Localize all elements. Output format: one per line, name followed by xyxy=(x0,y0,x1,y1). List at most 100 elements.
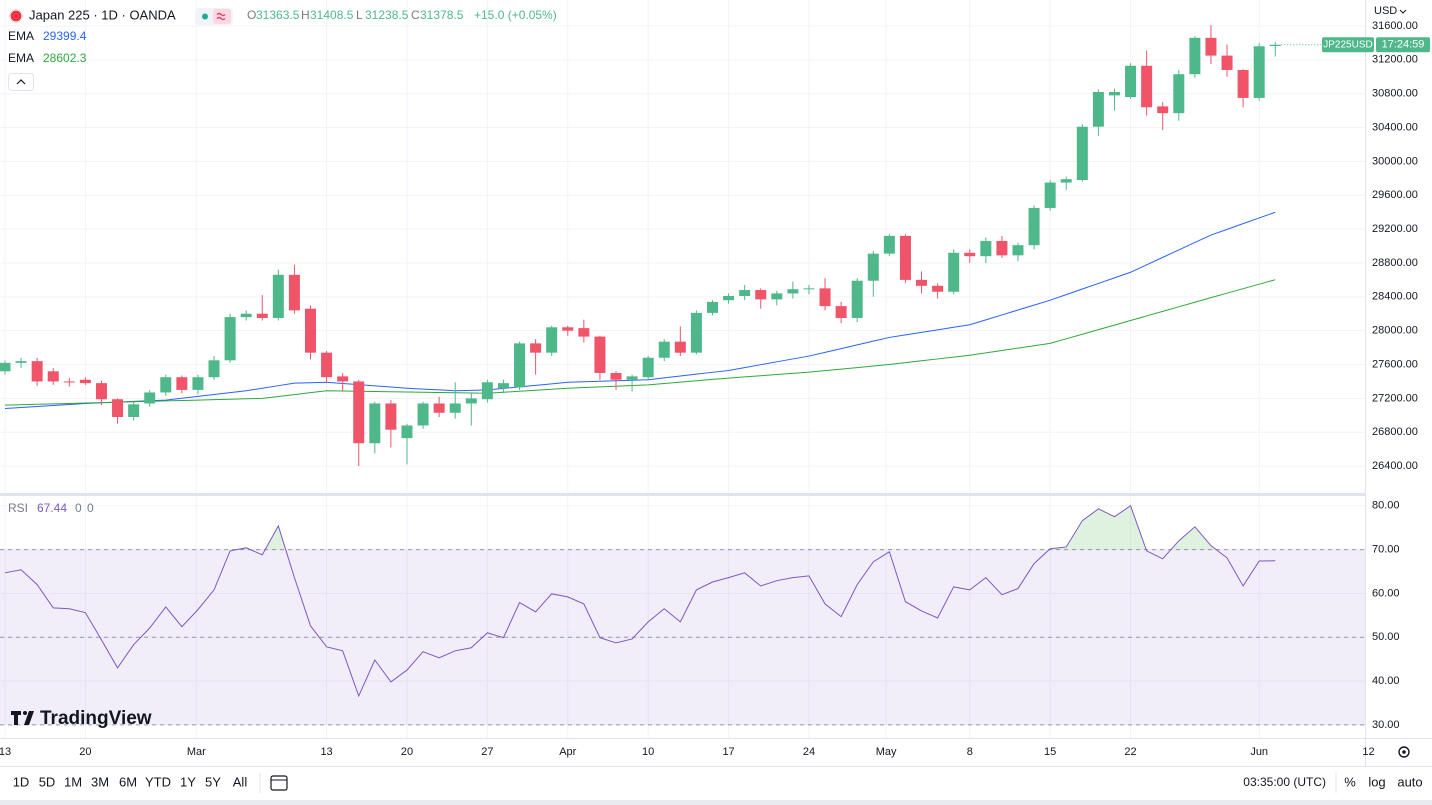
x-tick-label: 20 xyxy=(79,746,91,758)
x-tick-label: 20 xyxy=(401,746,413,758)
range-button[interactable]: YTD xyxy=(145,774,171,789)
candle-body xyxy=(128,404,140,417)
candle-body xyxy=(353,381,365,444)
y-tick-label: 28400.00 xyxy=(1372,291,1418,303)
flag-ring xyxy=(9,9,23,23)
y-tick-label: 30.00 xyxy=(1372,719,1400,731)
overbought-fill xyxy=(236,505,1217,550)
y-tick-label: 27600.00 xyxy=(1372,358,1418,370)
candle-body xyxy=(916,279,928,286)
ohlc-legend: O 31363.5 H 31408.5 L 31238.5 C 31378.5 +15.0 (+… xyxy=(247,8,557,22)
candle-body xyxy=(497,383,509,389)
candle-body xyxy=(514,343,526,388)
y-tick-label: 26800.00 xyxy=(1372,426,1418,438)
rsi-legend-extra: 0 xyxy=(87,501,94,515)
candle-body xyxy=(1044,182,1056,208)
x-tick-label: Mar xyxy=(187,746,206,758)
candle-body xyxy=(658,341,670,358)
logo-dot xyxy=(23,711,27,715)
bottom-strip xyxy=(0,800,1432,805)
candle-body xyxy=(160,377,172,393)
range-button[interactable]: All xyxy=(233,774,248,789)
y-tick-label: 26400.00 xyxy=(1372,460,1418,472)
y-tick-label: 29200.00 xyxy=(1372,223,1418,235)
range-button[interactable]: 3M xyxy=(91,774,109,789)
candle-body xyxy=(851,280,863,318)
candle-body xyxy=(1237,69,1249,98)
ema-line xyxy=(4,279,1276,406)
candle-body xyxy=(835,306,847,318)
ohlc-value: 31238.5 xyxy=(365,8,409,22)
ohlc-value: 31378.5 xyxy=(420,8,464,22)
range-button[interactable]: 1D xyxy=(13,774,30,789)
x-tick-label: 27 xyxy=(481,746,493,758)
scale-option[interactable]: log xyxy=(1368,774,1385,789)
range-button[interactable]: 1M xyxy=(64,774,82,789)
x-tick-label: Jun xyxy=(1250,746,1268,758)
candle-body xyxy=(626,376,638,380)
ema-legend-name: EMA xyxy=(8,51,34,65)
delay-badge xyxy=(213,9,231,24)
candle-body xyxy=(401,425,413,439)
candle-body xyxy=(530,343,542,353)
range-button[interactable]: 5D xyxy=(39,774,56,789)
candle-body xyxy=(465,398,477,404)
symbol-title: Japan 225 · 1D · OANDA xyxy=(29,7,176,22)
ema-legend-value: 28602.3 xyxy=(43,51,87,65)
candle-body xyxy=(1205,37,1217,56)
rsi-line xyxy=(4,504,1276,698)
range-button[interactable]: 5Y xyxy=(205,774,221,789)
currency-label[interactable]: USD xyxy=(1374,5,1397,17)
x-tick-label: 24 xyxy=(803,746,815,758)
candle-body xyxy=(803,288,815,290)
candle-body xyxy=(272,274,284,318)
range-button[interactable]: 1Y xyxy=(180,774,196,789)
delay-icon xyxy=(216,12,226,21)
date-range-icon[interactable] xyxy=(270,775,288,791)
range-button[interactable]: 6M xyxy=(119,774,137,789)
y-tick-label: 40.00 xyxy=(1372,675,1400,687)
candle-body xyxy=(385,403,397,430)
candle-body xyxy=(706,301,718,313)
candle-body xyxy=(948,252,960,292)
clock[interactable]: 03:35:00 (UTC) xyxy=(1243,775,1326,789)
scale-option[interactable]: % xyxy=(1344,774,1356,789)
candle-body xyxy=(0,362,11,372)
candle-body xyxy=(1125,65,1137,98)
candle-body xyxy=(1141,65,1153,108)
candle-body xyxy=(481,382,493,400)
candle-body xyxy=(1108,91,1120,96)
candle-body xyxy=(755,290,767,300)
logo-icon xyxy=(11,711,34,725)
candle-body xyxy=(15,361,27,363)
toolbar: 1D 5D 1M 3M 6M YTD 1Y 5Y All% log auto xyxy=(13,774,1423,789)
candle-body xyxy=(240,313,252,318)
candle-body xyxy=(208,360,220,378)
candle-body xyxy=(1092,91,1104,127)
candle-body xyxy=(899,235,911,280)
x-tick-label: 13 xyxy=(0,746,11,758)
y-tick-label: 50.00 xyxy=(1372,631,1400,643)
candle-body xyxy=(176,377,188,390)
settings-icon[interactable] xyxy=(1398,746,1410,758)
rsi-legend-extra: 0 xyxy=(75,501,82,515)
symbol-tag xyxy=(1322,37,1374,53)
candle-body xyxy=(674,341,686,353)
x-tick-label: Apr xyxy=(559,746,576,758)
candle-body xyxy=(546,327,558,353)
candle-body xyxy=(594,336,606,373)
ohlc-letter: L xyxy=(356,8,363,22)
collapse-icon xyxy=(16,79,26,85)
y-tick-label: 28000.00 xyxy=(1372,325,1418,337)
candle-body xyxy=(964,252,976,257)
currency-caret xyxy=(1399,9,1407,14)
candle-body xyxy=(1189,37,1201,75)
candle-body xyxy=(1012,245,1024,256)
scale-option[interactable]: auto xyxy=(1397,774,1422,789)
collapse-button[interactable] xyxy=(8,73,34,91)
flag-icon xyxy=(9,9,23,23)
settings-icon-center xyxy=(1402,750,1406,754)
y-tick-label: 27200.00 xyxy=(1372,392,1418,404)
candle-body xyxy=(63,381,75,383)
x-tick-label: 15 xyxy=(1044,746,1056,758)
